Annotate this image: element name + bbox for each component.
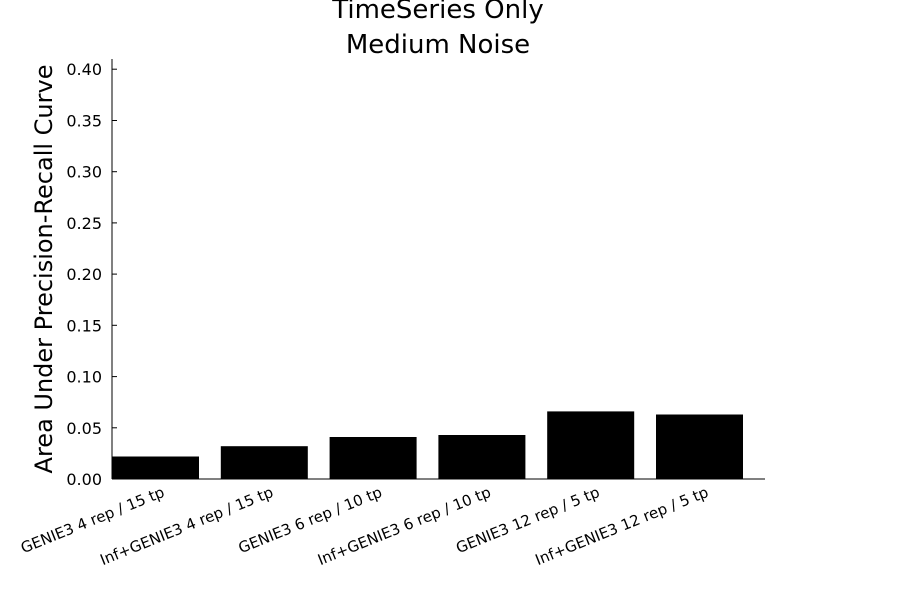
bar-1 <box>112 456 199 479</box>
chart-title-line-1: TimeSeries Only <box>331 0 543 25</box>
y-tick-label-3: 0.15 <box>66 316 102 335</box>
y-axis-label: Area Under Precision-Recall Curve <box>30 65 58 474</box>
bar-3 <box>329 437 417 479</box>
x-tick-label-2: Inf+GENIE3 4 rep / 15 tp <box>97 483 275 569</box>
bars-group <box>112 411 743 479</box>
y-tick-label-5: 0.25 <box>66 214 102 233</box>
y-tick-label-4: 0.20 <box>66 265 102 284</box>
y-tick-label-8: 0.40 <box>66 60 102 79</box>
bar-5 <box>547 411 635 479</box>
chart-title-line-2: Medium Noise <box>346 30 530 60</box>
bar-2 <box>220 446 308 479</box>
y-tick-label-0: 0.00 <box>66 470 102 489</box>
y-tick-label-6: 0.30 <box>66 163 102 182</box>
y-tick-label-1: 0.05 <box>66 419 102 438</box>
x-tick-label-4: Inf+GENIE3 6 rep / 10 tp <box>315 483 493 569</box>
bar-6 <box>656 414 743 479</box>
bar-4 <box>438 435 526 479</box>
x-tick-label-6: Inf+GENIE3 12 rep / 5 tp <box>533 483 711 569</box>
y-tick-label-7: 0.35 <box>66 112 102 131</box>
y-tick-label-2: 0.10 <box>66 368 102 387</box>
chart-title: TimeSeries Only Medium Noise <box>331 0 543 60</box>
y-ticks-group: 0.00 0.05 0.10 0.15 0.20 0.25 0.30 0.35 0.40 <box>66 60 117 489</box>
